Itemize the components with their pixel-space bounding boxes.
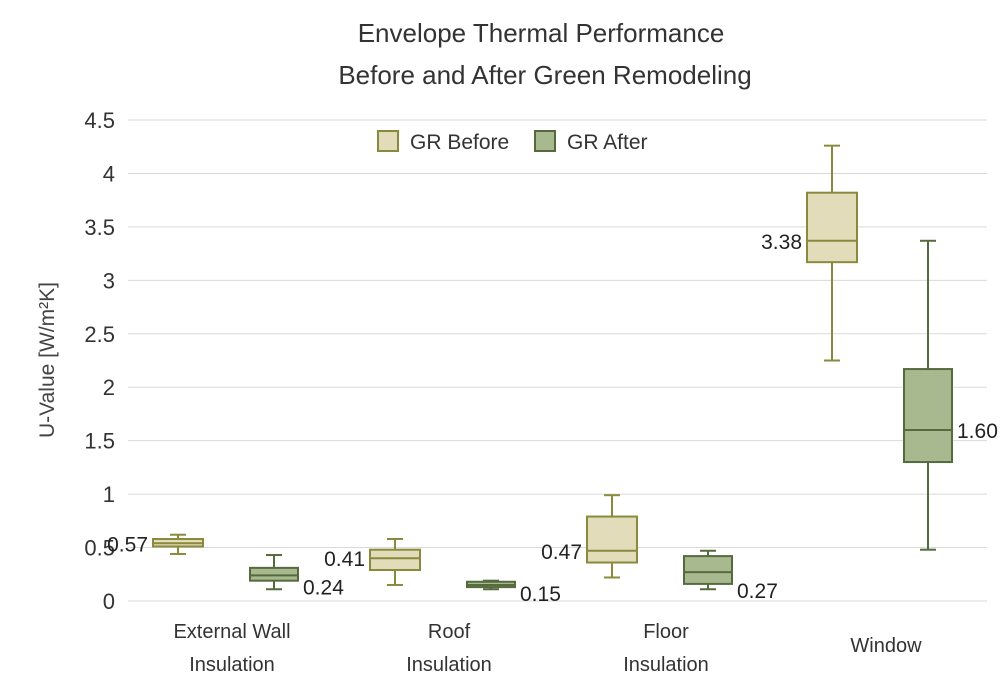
box-1-1: 0.15 bbox=[466, 579, 561, 606]
data-label: 3.38 bbox=[761, 231, 802, 254]
box-iqr bbox=[806, 191, 858, 264]
box-1-0: 0.24 bbox=[249, 554, 344, 600]
box-iqr bbox=[369, 548, 421, 572]
y-tick-label-1: 0.5 bbox=[84, 536, 115, 561]
y-tick-label-8: 4 bbox=[103, 161, 115, 186]
y-tick-labels: 0 0.5 1 1.5 2 2.5 3 3.5 4 4.5 bbox=[84, 108, 115, 614]
box-iqr bbox=[903, 368, 953, 464]
chart-title-line-1: Envelope Thermal Performance bbox=[358, 18, 725, 48]
legend-swatch-1 bbox=[534, 130, 556, 152]
box-iqr bbox=[586, 515, 638, 564]
data-label: 0.57 bbox=[107, 533, 148, 556]
box-iqr bbox=[249, 566, 299, 582]
category-labels: External Wall Insulation Roof Insulation Flo… bbox=[173, 621, 922, 676]
box-0-2: 0.47 bbox=[541, 494, 638, 579]
y-tick-label-4: 2 bbox=[103, 375, 115, 400]
box-iqr bbox=[683, 555, 733, 585]
category-label-3: Window bbox=[850, 635, 922, 657]
y-tick-label-9: 4.5 bbox=[84, 108, 115, 133]
category-label-0-line-1: Insulation bbox=[189, 654, 275, 676]
legend: GR Before GR After bbox=[377, 130, 648, 154]
data-label: 1.60 bbox=[957, 420, 998, 443]
legend-swatch-0 bbox=[377, 130, 399, 152]
grid-lines bbox=[128, 119, 987, 602]
chart-title-line-2: Before and After Green Remodeling bbox=[338, 60, 751, 90]
y-tick-label-5: 2.5 bbox=[84, 322, 115, 347]
y-tick-label-2: 1 bbox=[103, 482, 115, 507]
y-axis-label: U-Value [W/m²K] bbox=[36, 282, 59, 438]
y-tick-label-3: 1.5 bbox=[84, 429, 115, 454]
data-label: 0.24 bbox=[303, 577, 344, 600]
category-label-2-line-1: Insulation bbox=[623, 654, 709, 676]
box-0-1: 0.41 bbox=[324, 538, 421, 586]
legend-label-0: GR Before bbox=[410, 131, 509, 154]
box-1-2: 0.27 bbox=[683, 549, 778, 603]
box-0-0: 0.57 bbox=[107, 533, 204, 556]
category-label-1-line-1: Insulation bbox=[406, 654, 492, 676]
box-1-3: 1.60 bbox=[903, 239, 998, 551]
category-label-0-line-0: External Wall bbox=[173, 621, 290, 643]
y-tick-label-0: 0 bbox=[103, 589, 115, 614]
data-label: 0.41 bbox=[324, 548, 365, 571]
data-label: 0.15 bbox=[520, 583, 561, 606]
y-tick-label-6: 3 bbox=[103, 268, 115, 293]
category-label-1-line-0: Roof bbox=[428, 621, 471, 643]
data-label: 0.27 bbox=[737, 580, 778, 603]
boxes: 0.57 0.24 0.41 0.15 0.47 0.27 3.38 1.60 bbox=[107, 144, 998, 606]
y-tick-label-7: 3.5 bbox=[84, 215, 115, 240]
category-label-2-line-0: Floor bbox=[643, 621, 689, 643]
legend-label-1: GR After bbox=[567, 131, 648, 154]
data-label: 0.47 bbox=[541, 541, 582, 564]
box-0-3: 3.38 bbox=[761, 144, 858, 362]
